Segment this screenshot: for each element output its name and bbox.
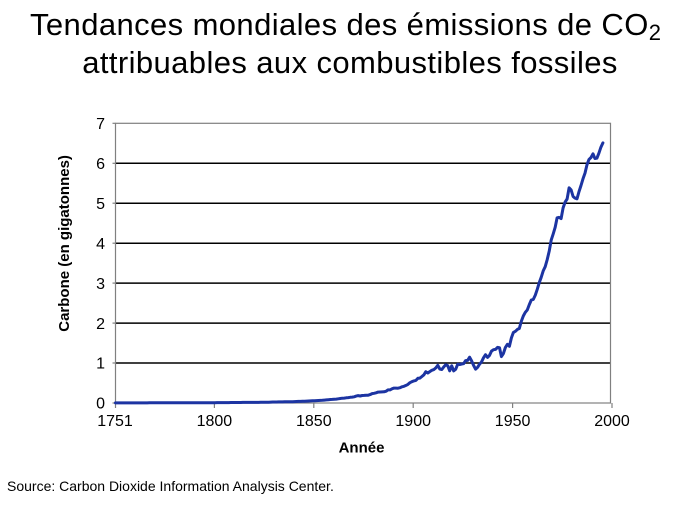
svg-text:1751: 1751 [97,413,133,430]
svg-text:2: 2 [96,316,105,333]
svg-text:0: 0 [96,396,105,413]
svg-text:3: 3 [96,276,105,293]
svg-text:1800: 1800 [197,413,233,430]
svg-text:Carbone (en gigatonnes): Carbone (en gigatonnes) [56,155,73,332]
svg-text:1900: 1900 [395,413,431,430]
svg-text:1850: 1850 [296,413,332,430]
svg-text:5: 5 [96,196,105,213]
svg-text:Année: Année [339,440,385,457]
svg-text:7: 7 [96,116,105,133]
svg-text:4: 4 [96,236,105,253]
svg-text:2000: 2000 [594,413,630,430]
svg-text:1950: 1950 [495,413,531,430]
svg-text:1: 1 [96,356,105,373]
svg-text:6: 6 [96,156,105,173]
